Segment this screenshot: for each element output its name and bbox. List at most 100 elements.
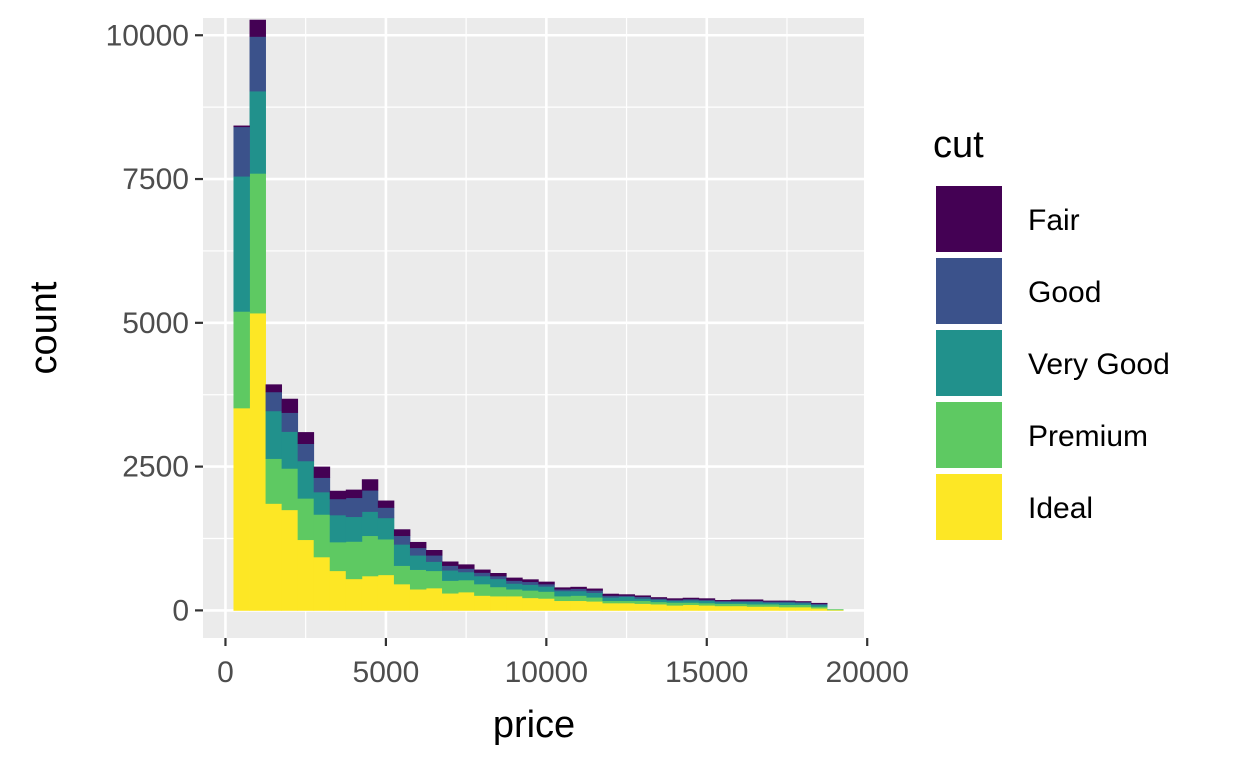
- histogram-bar: [795, 602, 812, 606]
- legend-item-ideal: Ideal: [936, 474, 1093, 540]
- histogram-bar: [458, 568, 475, 573]
- x-axis: 0 5000 10000 15000 20000: [217, 638, 909, 689]
- histogram-bar: [570, 586, 587, 589]
- histogram-bar: [361, 490, 379, 512]
- histogram-bar: [361, 479, 379, 491]
- histogram-bar: [762, 601, 780, 603]
- legend-item-fair: Fair: [936, 186, 1080, 252]
- histogram-bar: [297, 460, 315, 499]
- histogram-bar: [281, 412, 299, 432]
- histogram-bar: [666, 600, 684, 603]
- histogram-bar: [602, 597, 619, 602]
- histogram-bar: [795, 601, 812, 604]
- histogram-bar: [345, 497, 363, 518]
- histogram-bar: [329, 498, 347, 516]
- histogram-bar: [474, 583, 491, 596]
- histogram-bar: [586, 592, 603, 598]
- histogram-bar: [746, 599, 764, 602]
- histogram-bar: [762, 606, 780, 611]
- histogram-bar: [618, 596, 635, 602]
- histogram-bar: [409, 589, 427, 611]
- histogram-bar: [426, 550, 443, 556]
- histogram-bar: [233, 311, 250, 409]
- histogram-bar: [345, 541, 363, 580]
- histogram-bar: [458, 591, 475, 611]
- histogram-bar: [313, 466, 331, 478]
- histogram-bar: [458, 571, 475, 581]
- histogram-bar: [490, 586, 507, 597]
- histogram-bar: [570, 588, 587, 592]
- histogram-bar: [329, 514, 347, 543]
- x-axis-title: price: [493, 704, 575, 746]
- histogram-bar: [554, 600, 571, 611]
- histogram-bar: [538, 581, 555, 585]
- legend-swatch: [936, 330, 1002, 396]
- histogram-bar: [538, 583, 555, 587]
- histogram-bar: [329, 541, 347, 572]
- histogram-bar: [409, 541, 427, 549]
- legend-label: Premium: [1028, 420, 1148, 453]
- histogram-bar: [634, 596, 652, 599]
- histogram-bar: [377, 500, 395, 508]
- histogram-bar: [345, 516, 363, 542]
- histogram-bar: [474, 572, 491, 577]
- histogram-bar: [698, 598, 716, 600]
- histogram-bar: [634, 600, 652, 604]
- histogram-bar: [714, 600, 732, 603]
- histogram-bar: [827, 609, 844, 611]
- histogram-bar: [698, 605, 716, 611]
- histogram-bar: [233, 407, 250, 611]
- y-axis: 0 2500 5000 7500 10000: [106, 19, 203, 627]
- histogram-bar: [377, 574, 395, 611]
- y-tick-label: 2500: [122, 451, 189, 484]
- histogram-bar: [570, 590, 587, 596]
- histogram-bar: [811, 606, 828, 609]
- legend-label: Good: [1028, 276, 1101, 309]
- histogram-bar: [762, 602, 780, 605]
- histogram-bar: [811, 603, 828, 606]
- histogram-bar: [762, 604, 780, 607]
- histogram-bar: [602, 595, 619, 598]
- histogram-bar: [233, 126, 250, 177]
- histogram-bar: [762, 600, 780, 602]
- histogram-bar: [538, 598, 555, 611]
- histogram-bar: [313, 556, 331, 611]
- legend-label: Ideal: [1028, 492, 1093, 525]
- histogram-bar: [602, 602, 619, 611]
- histogram-bar: [474, 595, 491, 611]
- series-good: [233, 36, 828, 606]
- histogram-bar: [618, 602, 635, 611]
- histogram-bar: [458, 564, 475, 569]
- legend-item-premium: Premium: [936, 402, 1148, 468]
- minor-gridlines: [203, 18, 864, 638]
- x-tick-label: 0: [217, 656, 234, 689]
- histogram-bar: [682, 598, 700, 601]
- histogram-bar: [570, 595, 587, 602]
- histogram-bar: [442, 593, 459, 611]
- histogram-bar: [666, 605, 684, 611]
- histogram-bar: [281, 431, 299, 469]
- histogram-bar: [377, 507, 395, 519]
- histogram-bar: [426, 555, 443, 562]
- histogram-bar: [730, 599, 748, 602]
- histogram-bar: [730, 605, 748, 611]
- histogram-bar: [538, 591, 555, 599]
- histogram-bar: [490, 596, 507, 611]
- histogram-bar: [666, 599, 684, 602]
- histogram-bar: [698, 599, 716, 602]
- histogram-bar: [313, 514, 331, 558]
- histogram-bar: [249, 19, 266, 37]
- histogram-bar: [506, 589, 523, 597]
- legend-swatch: [936, 186, 1002, 252]
- histogram-bar: [618, 595, 635, 597]
- histogram-bar: [778, 606, 796, 611]
- histogram-bar: [650, 598, 668, 600]
- histogram-bar: [666, 602, 684, 606]
- series-ideal: [233, 313, 844, 611]
- histogram-bar: [746, 600, 764, 603]
- legend-swatch: [936, 402, 1002, 468]
- legend-item-very-good: Very Good: [936, 330, 1170, 396]
- histogram-bar: [778, 604, 796, 608]
- histogram-bar: [698, 602, 716, 606]
- histogram-bar: [650, 601, 668, 605]
